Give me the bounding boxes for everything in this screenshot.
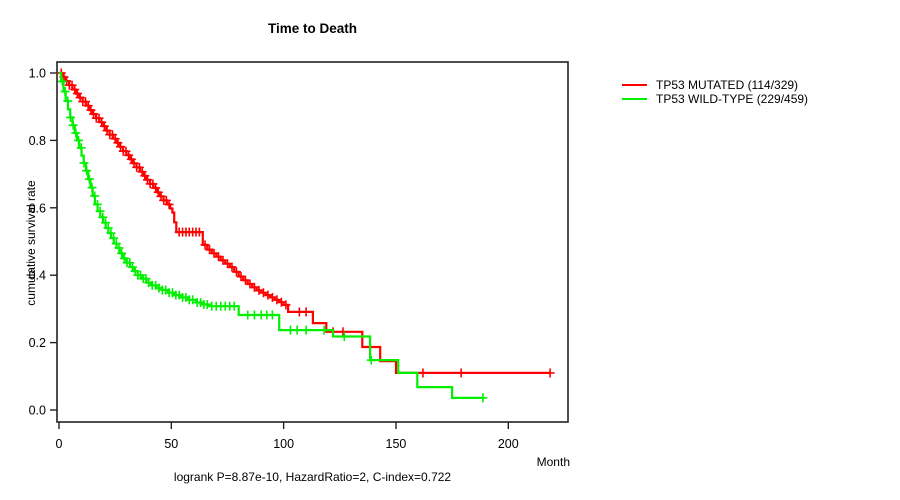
y-tick-label: 0.2 [29, 336, 46, 350]
chart-title: Time to Death [267, 21, 357, 36]
mutated-line-swatch [622, 84, 647, 86]
y-tick-label: 0.4 [29, 269, 46, 283]
legend-item-wildtype: TP53 WILD-TYPE (229/459) [622, 92, 808, 106]
x-tick-label: 200 [498, 437, 519, 451]
x-tick-label: 100 [273, 437, 294, 451]
y-tick-label: 0.8 [29, 134, 46, 148]
statistics-caption: logrank P=8.87e-10, HazardRatio=2, C-ind… [173, 470, 452, 484]
x-axis-label: Month [536, 455, 570, 469]
legend: TP53 MUTATED (114/329) TP53 WILD-TYPE (2… [622, 78, 808, 106]
wildtype-line-swatch [622, 98, 647, 100]
km-step-path [59, 71, 551, 374]
x-tick-label: 0 [56, 437, 63, 451]
wildtype-survival-curve [57, 71, 488, 403]
x-axis-ticks: 0 50 100 150 200 [56, 422, 519, 451]
legend-item-label: TP53 WILD-TYPE (229/459) [656, 92, 809, 106]
y-tick-label: 1.0 [29, 67, 46, 81]
legend-item-label: TP53 MUTATED (114/329) [656, 78, 799, 92]
y-tick-label: 0.0 [29, 404, 46, 418]
censor-marks [57, 76, 488, 403]
y-axis-ticks: 0.0 0.2 0.4 0.6 0.8 1.0 [29, 67, 57, 418]
y-tick-label: 0.6 [29, 201, 46, 215]
plot-box [56, 61, 569, 423]
x-tick-label: 150 [386, 437, 407, 451]
legend-item-mutated: TP53 MUTATED (114/329) [622, 78, 808, 92]
km-step-path [59, 71, 483, 399]
x-tick-label: 50 [164, 437, 178, 451]
